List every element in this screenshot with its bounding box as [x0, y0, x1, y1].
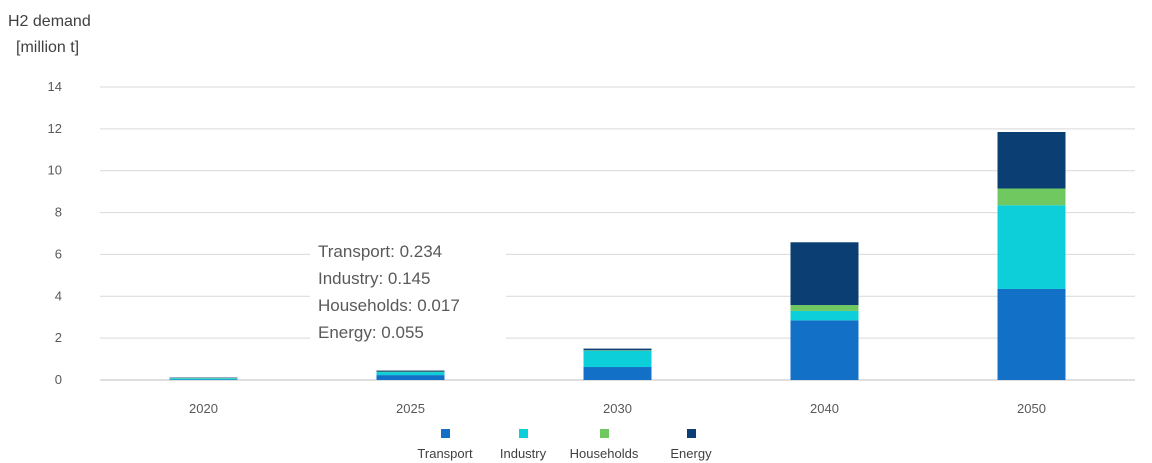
- y-axis-title: H2 demand [million t]: [8, 9, 91, 61]
- tooltip-line-transport: Transport: 0.234: [318, 242, 443, 261]
- y-tick-label: 14: [48, 79, 62, 94]
- y-tick-label: 6: [55, 246, 62, 261]
- bar-segment-industry-2020: [169, 378, 238, 380]
- x-tick-label: 2025: [396, 401, 425, 416]
- tooltip-line-households: Households: 0.017: [318, 296, 460, 315]
- x-tick-label: 2020: [189, 401, 218, 416]
- x-tick-label: 2030: [603, 401, 632, 416]
- data-tooltip: Transport: 0.234 Industry: 0.145 Househo…: [310, 236, 506, 348]
- legend-label-households: Households: [569, 446, 639, 461]
- bar-segment-transport-2040: [790, 320, 859, 380]
- y-axis-title-line1: H2 demand: [8, 13, 91, 30]
- y-tick-label: 4: [55, 288, 62, 303]
- x-tick-label: 2050: [1017, 401, 1046, 416]
- bar-segment-industry-2025: [376, 372, 445, 376]
- legend-label-industry: Industry: [499, 446, 547, 461]
- y-tick-label: 10: [48, 163, 62, 178]
- x-tick-label: 2040: [810, 401, 839, 416]
- bar-segment-transport-2025: [376, 375, 445, 380]
- legend-item-industry[interactable]: Industry: [488, 426, 558, 461]
- y-tick-label: 12: [48, 121, 62, 136]
- bar-segment-households-2050: [997, 188, 1066, 206]
- legend-item-energy[interactable]: Energy: [654, 426, 728, 461]
- legend-item-households[interactable]: Households: [562, 426, 646, 461]
- bar-segment-households-2040: [790, 305, 859, 311]
- bar-segment-industry-2050: [997, 205, 1066, 289]
- legend-swatch-industry: [518, 429, 528, 438]
- tooltip-line-industry: Industry: 0.145: [318, 269, 431, 288]
- legend-swatch-energy: [686, 429, 696, 438]
- y-tick-label: 8: [55, 205, 62, 220]
- bar-segment-transport-2030: [583, 367, 652, 380]
- chart-legend: Transport Industry Households Energy: [400, 426, 740, 462]
- y-axis-title-line2: [million t]: [16, 39, 80, 56]
- y-tick-label: 2: [55, 330, 62, 345]
- bar-segment-energy-2040: [790, 242, 859, 306]
- bar-segment-industry-2030: [583, 350, 652, 368]
- bar-segment-transport-2020: [169, 379, 238, 380]
- legend-swatch-households: [599, 429, 609, 438]
- y-tick-label: 0: [55, 372, 62, 387]
- legend-label-transport: Transport: [417, 446, 473, 461]
- legend-item-transport[interactable]: Transport: [410, 426, 480, 461]
- legend-swatch-transport: [440, 429, 450, 438]
- bar-segment-energy-2050: [997, 131, 1066, 189]
- bar-segment-transport-2050: [997, 288, 1066, 380]
- bar-segment-industry-2040: [790, 310, 859, 321]
- legend-label-energy: Energy: [670, 446, 712, 461]
- bar-segment-energy-2025: [376, 370, 445, 372]
- tooltip-line-energy: Energy: 0.055: [318, 323, 424, 342]
- bar-segment-energy-2030: [583, 348, 652, 351]
